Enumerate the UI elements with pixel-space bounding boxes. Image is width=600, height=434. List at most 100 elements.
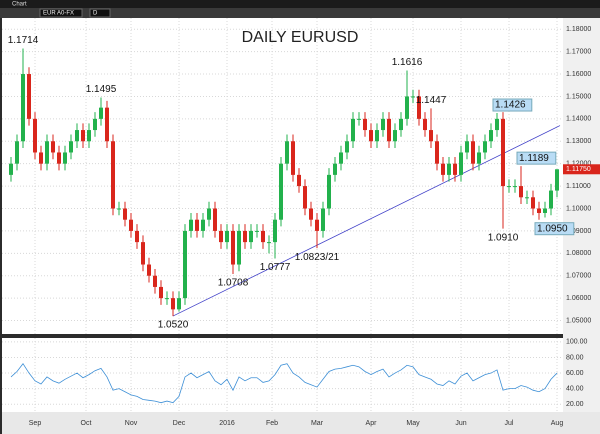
candle-body: [549, 190, 553, 209]
candle-body: [39, 152, 43, 164]
candle-body: [387, 118, 391, 142]
x-tick-label: 2016: [219, 420, 235, 427]
candle-body: [195, 219, 199, 231]
candle-body: [147, 264, 151, 276]
x-tick-label: Oct: [81, 420, 92, 427]
trendline: [172, 125, 561, 317]
y-tick-label: 1.18000: [566, 26, 591, 33]
candle-body: [111, 141, 115, 209]
candle-body: [213, 208, 217, 231]
y-tick-label: 1.06000: [566, 295, 591, 302]
interval-box[interactable]: [89, 8, 111, 18]
y-tick-label: 40.00: [566, 385, 584, 392]
candle-body: [243, 230, 247, 243]
candle-body: [465, 141, 469, 153]
x-tick-label: Apr: [366, 420, 378, 427]
x-tick-label: Mar: [311, 420, 324, 427]
candle-body: [249, 230, 253, 243]
candle-body: [501, 118, 505, 187]
candle-body: [201, 219, 205, 231]
candle-body: [429, 130, 433, 142]
last-price: 1.11750: [566, 166, 591, 173]
candle-body: [117, 208, 121, 210]
candle-body: [87, 130, 91, 142]
candle-body: [285, 141, 289, 164]
candle-body: [321, 208, 325, 231]
x-tick-label: Jul: [505, 420, 514, 427]
candle-body: [93, 118, 97, 131]
candle-body: [81, 130, 85, 142]
y-tick-label: 1.05000: [566, 317, 591, 324]
candle-body: [489, 130, 493, 142]
candle-body: [453, 163, 457, 175]
candle-body: [183, 230, 187, 299]
last-price-box: [563, 164, 600, 175]
candle-body: [255, 230, 259, 232]
candle-body: [375, 130, 379, 142]
candle-body: [363, 118, 367, 131]
candle-body: [9, 163, 13, 175]
rsi-pane: [2, 338, 563, 412]
candle-body: [123, 208, 127, 220]
candle-body: [471, 141, 475, 164]
annotation-box: [534, 222, 575, 236]
price-axis: [563, 18, 600, 412]
candle-body: [441, 163, 445, 175]
candle-body: [423, 118, 427, 131]
y-tick-label: 1.07000: [566, 273, 591, 280]
candle-body: [267, 242, 271, 244]
annotation: 1.0777: [260, 262, 291, 273]
candle-body: [219, 230, 223, 243]
y-tick-label: 80.00: [566, 354, 584, 361]
y-tick-label: 100.00: [566, 339, 588, 346]
candle-body: [279, 163, 283, 220]
candle-body: [531, 197, 535, 209]
candle-body: [309, 208, 313, 220]
x-tick-label: Nov: [125, 420, 138, 427]
candle-body: [225, 230, 229, 243]
candle-body: [129, 219, 133, 231]
symbol: EUR A0-FX: [43, 11, 74, 17]
symbol-box[interactable]: [39, 8, 83, 18]
y-tick-label: 1.12000: [566, 161, 591, 168]
candle-body: [45, 141, 49, 164]
y-tick-label: 1.15000: [566, 93, 591, 100]
annotation: 1.1714: [8, 35, 39, 46]
candle-body: [435, 141, 439, 164]
candle-body: [153, 275, 157, 287]
candle-body: [15, 141, 19, 164]
candle-body: [351, 118, 355, 142]
candle-body: [345, 141, 349, 153]
candle-body: [483, 141, 487, 153]
time-axis: [2, 412, 600, 434]
candle-body: [477, 152, 481, 164]
x-tick-label: Aug: [551, 420, 564, 427]
annotation: 1.1616: [392, 57, 423, 68]
candle-body: [141, 242, 145, 265]
x-tick-label: Feb: [266, 420, 278, 427]
candle-body: [261, 230, 265, 243]
window-title: Chart: [12, 2, 27, 8]
candle-body: [303, 186, 307, 209]
candle-body: [339, 152, 343, 164]
candle-body: [159, 286, 163, 299]
annotation-box: [492, 98, 533, 112]
annotation: 1.1426: [495, 100, 526, 111]
y-tick-label: 1.09000: [566, 228, 591, 235]
y-tick-label: 1.14000: [566, 116, 591, 123]
candle-body: [99, 107, 103, 119]
annotation: 1.1495: [86, 84, 117, 95]
candle-body: [207, 208, 211, 220]
candle-body: [297, 174, 301, 187]
candle-body: [27, 74, 31, 119]
candle-body: [69, 141, 73, 153]
chart-title: DAILY EURUSD: [242, 29, 359, 46]
candle-body: [357, 118, 361, 120]
candle-body: [21, 74, 25, 142]
y-tick-label: 1.16000: [566, 71, 591, 78]
candle-body: [51, 141, 55, 153]
x-tick-label: Dec: [173, 420, 186, 427]
candle-body: [369, 130, 373, 142]
candle-body: [447, 163, 451, 175]
candle-body: [135, 230, 139, 243]
